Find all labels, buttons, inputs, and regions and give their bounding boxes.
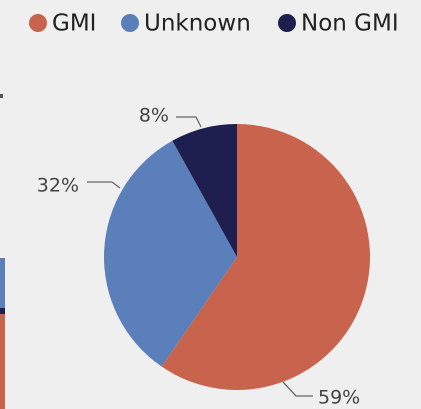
- pie-slice: [161, 124, 370, 390]
- legend-swatch: [121, 14, 139, 32]
- data-label: 8%: [139, 105, 169, 127]
- leader-line: [87, 181, 121, 189]
- neighbor-visual-fragment: [0, 94, 3, 98]
- neighbor-visual-fragment: [0, 258, 5, 308]
- data-label: 32%: [37, 175, 79, 197]
- leader-line: [282, 381, 313, 397]
- neighbor-visual-fragment: [0, 314, 5, 409]
- pie-slice: [172, 124, 237, 257]
- legend-swatch: [29, 14, 47, 32]
- data-label: 59%: [318, 387, 360, 409]
- pie-slice: [103, 140, 237, 367]
- legend-label: Non GMI: [301, 11, 399, 37]
- legend-label: Unknown: [144, 11, 251, 37]
- legend-swatch: [278, 14, 296, 32]
- neighbor-visual-fragment: [0, 308, 5, 314]
- leader-line: [176, 116, 202, 128]
- legend-label: GMI: [52, 11, 96, 37]
